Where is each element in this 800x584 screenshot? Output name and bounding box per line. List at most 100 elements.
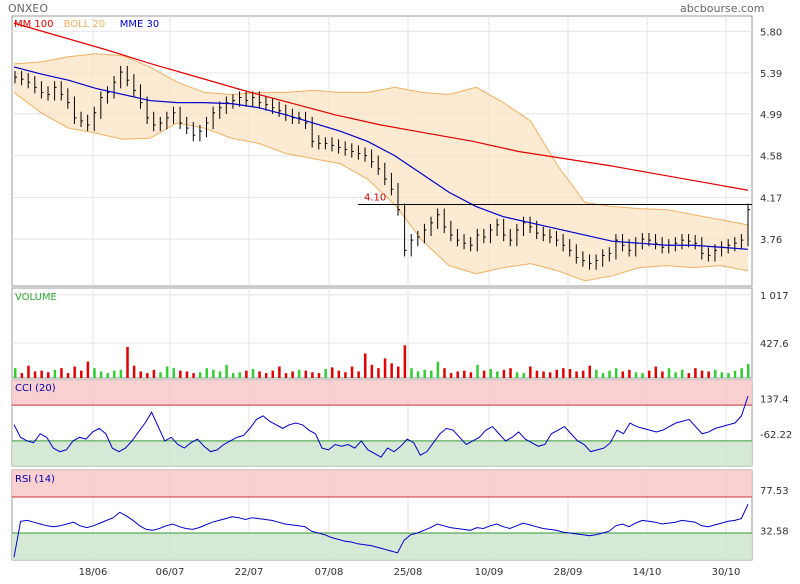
volume-bar <box>278 366 281 378</box>
y-tick-label: 4.99 <box>760 110 782 121</box>
volume-bar <box>99 371 103 378</box>
volume-bar <box>476 364 479 378</box>
volume-bar <box>740 368 743 378</box>
mme30-line <box>13 66 749 250</box>
volume-bar <box>284 373 288 378</box>
x-tick-label: 18/06 <box>79 567 108 578</box>
legend-item: BOLL 20 <box>64 19 106 30</box>
volume-bar <box>330 367 334 378</box>
rsi-line <box>13 503 749 558</box>
volume-bar <box>40 370 43 378</box>
volume-bar <box>687 373 691 378</box>
volume-bar <box>60 368 63 378</box>
volume-bar <box>93 368 96 378</box>
volume-bar <box>192 373 195 378</box>
y-tick-label: -62.22 <box>760 430 792 441</box>
volume-bar <box>608 370 611 378</box>
volume-bar <box>363 353 367 378</box>
volume-bar <box>601 373 605 378</box>
bollinger-band <box>14 53 748 281</box>
volume-bar <box>509 368 512 378</box>
x-tick-label: 22/07 <box>235 567 264 578</box>
volume-bar <box>674 372 677 378</box>
volume-bar <box>27 365 30 378</box>
volume-bar <box>146 373 149 378</box>
volume-bar <box>73 366 76 378</box>
y-tick-label: 32.58 <box>760 527 789 538</box>
volume-bar <box>469 372 473 378</box>
volume-bar <box>595 369 598 378</box>
volume-bar <box>588 365 592 378</box>
volume-bar <box>403 345 407 378</box>
volume-bar <box>119 369 123 378</box>
volume-bar <box>667 368 671 378</box>
volume-bar <box>165 366 169 378</box>
volume-bar <box>172 368 175 378</box>
y-tick-label: 5.39 <box>760 69 782 80</box>
volume-bar <box>562 368 565 378</box>
volume-bar <box>258 371 261 378</box>
volume-bar <box>436 361 440 378</box>
volume-bar <box>198 372 202 378</box>
volume-bar <box>634 372 638 378</box>
volume-bar <box>423 369 426 378</box>
volume-bar <box>390 363 393 378</box>
volume-bar <box>489 369 492 378</box>
y-tick-label: 137.4 <box>760 394 789 405</box>
y-tick-label: 5.80 <box>760 27 782 38</box>
volume-bar <box>654 366 658 378</box>
volume-title: VOLUME <box>15 292 57 303</box>
volume-bar <box>713 369 717 378</box>
volume-bar <box>700 370 704 378</box>
x-tick-label: 10/09 <box>475 567 504 578</box>
volume-bar <box>14 368 17 378</box>
volume-bar <box>337 370 341 378</box>
volume-bar <box>225 364 228 378</box>
volume-bar <box>159 372 162 378</box>
volume-bar <box>707 371 710 378</box>
mm100-line <box>13 22 749 191</box>
volume-bar <box>568 369 572 378</box>
volume-bar <box>555 369 558 378</box>
volume-bar <box>747 364 750 378</box>
volume-bar <box>231 373 235 378</box>
volume-bar <box>581 370 585 378</box>
volume-bar <box>680 369 684 378</box>
volume-bar <box>542 371 545 378</box>
y-tick-label: 427.6 <box>760 339 789 350</box>
volume-bar <box>86 361 90 378</box>
volume-bar <box>641 373 644 378</box>
volume-bar <box>179 370 182 378</box>
volume-bar <box>297 369 301 378</box>
volume-bar <box>251 369 255 378</box>
volume-bar <box>383 358 387 378</box>
volume-bar <box>106 373 109 378</box>
x-tick-label: 14/10 <box>633 567 662 578</box>
volume-bar <box>357 371 360 378</box>
volume-bar <box>443 368 446 378</box>
x-tick-label: 28/09 <box>554 567 583 578</box>
volume-bar <box>575 371 578 378</box>
volume-bar <box>218 371 222 378</box>
volume-bar <box>727 373 730 378</box>
volume-bar <box>482 370 486 378</box>
volume-bar <box>113 370 116 378</box>
volume-bar <box>304 370 308 378</box>
y-tick-label: 3.76 <box>760 235 782 246</box>
volume-bar <box>628 369 631 378</box>
volume-bar <box>529 366 532 378</box>
volume-bar <box>463 370 466 378</box>
volume-bar <box>397 366 400 378</box>
rsi-overbought-zone <box>12 470 752 497</box>
volume-bar <box>416 371 420 378</box>
y-tick-label: 4.58 <box>760 152 782 163</box>
volume-bar <box>152 369 156 378</box>
source-label: abcbourse.com <box>680 2 764 15</box>
volume-bar <box>614 368 618 378</box>
volume-bar <box>66 373 70 378</box>
volume-bar <box>733 370 737 378</box>
volume-bar <box>80 370 83 378</box>
volume-bar <box>126 346 129 378</box>
volume-bar <box>496 371 499 378</box>
